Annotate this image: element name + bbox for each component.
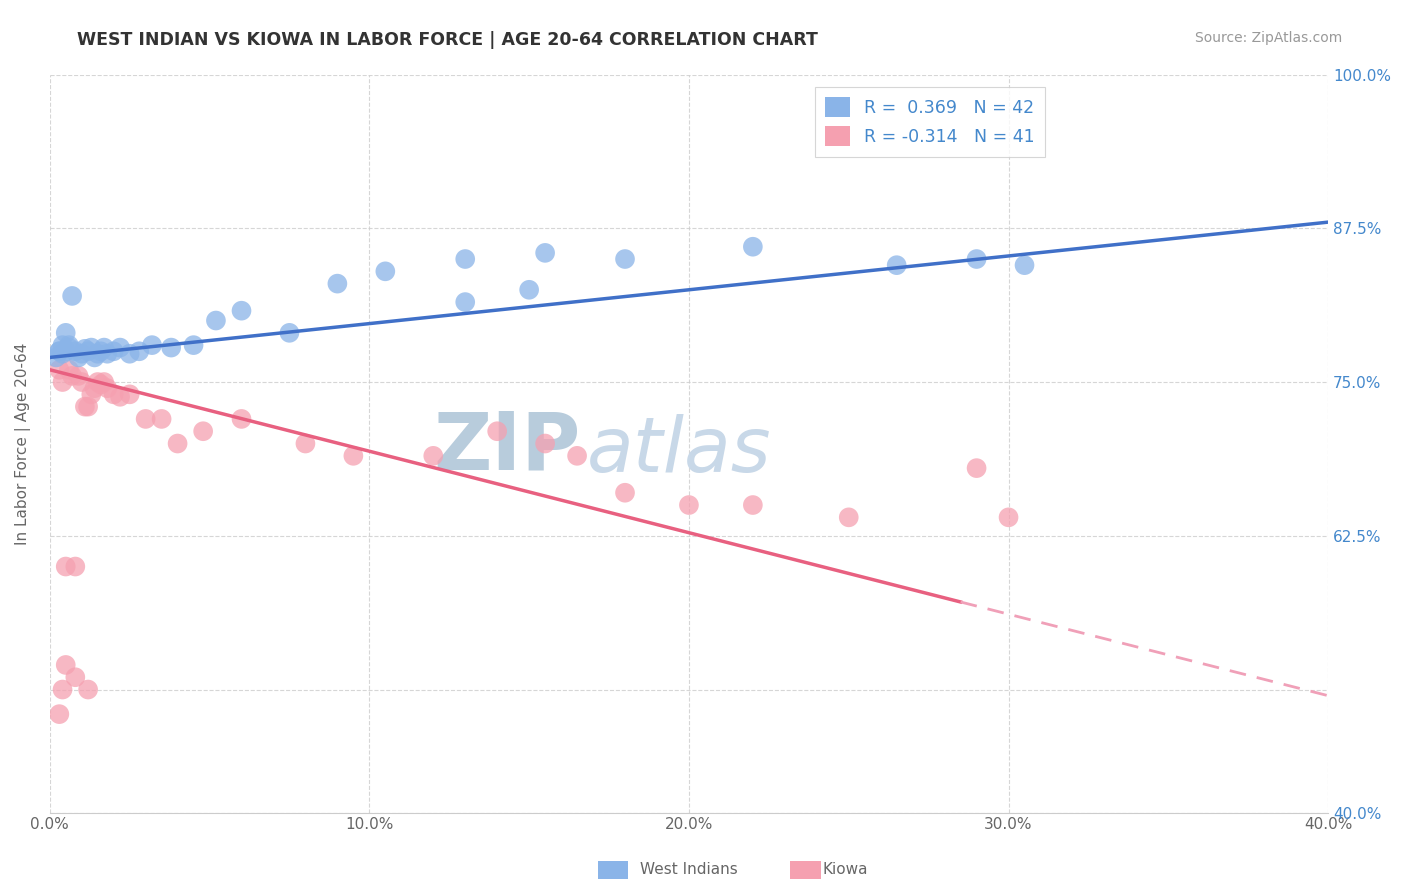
Point	[93, 375, 115, 389]
Y-axis label: In Labor Force | Age 20-64: In Labor Force | Age 20-64	[15, 343, 31, 545]
Point	[534, 436, 557, 450]
Point	[326, 277, 349, 291]
Point	[150, 412, 173, 426]
Point	[65, 344, 87, 359]
Point	[128, 344, 150, 359]
Text: ZIP: ZIP	[433, 409, 581, 486]
Point	[118, 387, 141, 401]
Point	[678, 498, 700, 512]
Point	[108, 390, 131, 404]
Text: Kiowa: Kiowa	[823, 863, 868, 877]
Point	[90, 377, 112, 392]
Point	[103, 344, 125, 359]
Point	[886, 258, 908, 272]
Point	[48, 362, 70, 376]
Point	[67, 351, 90, 365]
Point	[966, 252, 988, 266]
Point	[486, 424, 509, 438]
Point	[65, 559, 87, 574]
Point	[60, 368, 83, 383]
Point	[70, 375, 93, 389]
Point	[614, 252, 637, 266]
Point	[294, 436, 316, 450]
Point	[191, 424, 214, 438]
Point	[86, 375, 108, 389]
Point	[141, 338, 163, 352]
Point	[77, 400, 100, 414]
Point	[70, 347, 93, 361]
Point	[86, 347, 108, 361]
Point	[55, 657, 77, 672]
Point	[48, 344, 70, 359]
Point	[55, 344, 77, 359]
Point	[77, 682, 100, 697]
Point	[741, 240, 763, 254]
Point	[96, 347, 118, 361]
Point	[58, 338, 80, 352]
Point	[80, 387, 103, 401]
Point	[55, 559, 77, 574]
Point	[160, 341, 183, 355]
Point	[77, 344, 100, 359]
Point	[741, 498, 763, 512]
Point	[614, 485, 637, 500]
Point	[454, 295, 477, 310]
Point	[60, 289, 83, 303]
Point	[374, 264, 396, 278]
Point	[838, 510, 860, 524]
Point	[45, 351, 67, 365]
Point	[90, 344, 112, 359]
Point	[278, 326, 301, 340]
Text: West Indians: West Indians	[640, 863, 738, 877]
Point	[48, 344, 70, 359]
Point	[83, 351, 105, 365]
Point	[422, 449, 444, 463]
Point	[454, 252, 477, 266]
Point	[58, 362, 80, 376]
Point	[517, 283, 540, 297]
Point	[83, 381, 105, 395]
Point	[65, 670, 87, 684]
Point	[108, 341, 131, 355]
Point	[966, 461, 988, 475]
Text: atlas: atlas	[586, 414, 770, 488]
Point	[135, 412, 157, 426]
Point	[55, 326, 77, 340]
Point	[231, 412, 253, 426]
Point	[534, 245, 557, 260]
Point	[48, 707, 70, 722]
Point	[51, 682, 73, 697]
Point	[183, 338, 205, 352]
Text: Source: ZipAtlas.com: Source: ZipAtlas.com	[1195, 31, 1343, 45]
Point	[58, 341, 80, 355]
Point	[51, 347, 73, 361]
Point	[103, 387, 125, 401]
Point	[51, 375, 73, 389]
Point	[231, 303, 253, 318]
Point	[565, 449, 588, 463]
Point	[166, 436, 188, 450]
Point	[96, 381, 118, 395]
Point	[342, 449, 364, 463]
Point	[118, 347, 141, 361]
Point	[73, 342, 96, 356]
Point	[1014, 258, 1036, 272]
Point	[67, 368, 90, 383]
Point	[80, 341, 103, 355]
Point	[997, 510, 1019, 524]
Point	[205, 313, 228, 327]
Point	[51, 338, 73, 352]
Legend: R =  0.369   N = 42, R = -0.314   N = 41: R = 0.369 N = 42, R = -0.314 N = 41	[815, 87, 1045, 156]
Point	[73, 400, 96, 414]
Text: WEST INDIAN VS KIOWA IN LABOR FORCE | AGE 20-64 CORRELATION CHART: WEST INDIAN VS KIOWA IN LABOR FORCE | AG…	[77, 31, 818, 49]
Point	[93, 341, 115, 355]
